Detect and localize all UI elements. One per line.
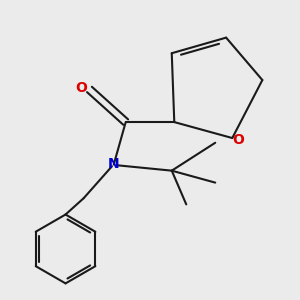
Text: O: O: [76, 81, 87, 95]
Text: N: N: [108, 158, 120, 172]
Text: O: O: [232, 133, 244, 147]
